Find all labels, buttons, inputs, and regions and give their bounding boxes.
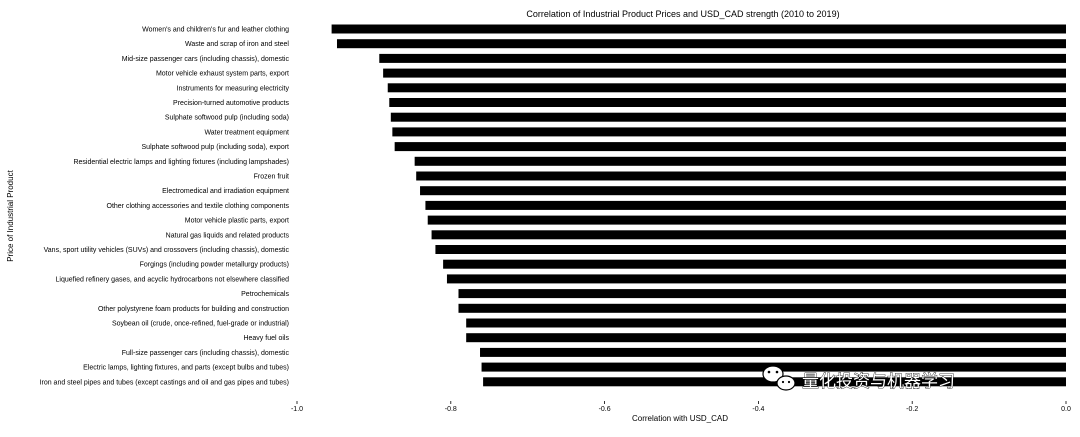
category-label: Soybean oil (crude, once-refined, fuel-g… [112, 321, 289, 328]
category-label: Electromedical and irradiation equipment [162, 188, 289, 195]
category-label: Women's and children's fur and leather c… [142, 27, 289, 34]
category-label: Frozen fruit [254, 174, 289, 181]
bar [331, 24, 1067, 34]
watermark: 量化投资与机器学习 [762, 365, 955, 392]
bar [480, 347, 1067, 357]
bar [414, 156, 1067, 166]
category-label: Heavy fuel oils [243, 335, 289, 342]
category-label: Waste and scrap of iron and steel [185, 41, 289, 48]
bar [390, 112, 1066, 122]
category-labels-group: Women's and children's fur and leather c… [40, 27, 290, 387]
bar [446, 274, 1067, 284]
category-label: Electric lamps, lighting fixtures, and p… [83, 365, 289, 372]
category-label: Sulphate softwood pulp (including soda) [165, 115, 289, 122]
category-label: Other polystyrene foam products for buil… [98, 306, 289, 313]
category-label: Full-size passenger cars (including chas… [122, 350, 290, 357]
category-label: Motor vehicle plastic parts, export [185, 218, 289, 225]
bar [394, 142, 1067, 152]
bar [387, 83, 1066, 93]
wechat-icon [762, 365, 796, 391]
bar [425, 200, 1067, 210]
watermark-text: 量化投资与机器学习 [802, 372, 955, 392]
bar [389, 98, 1066, 107]
bar [416, 171, 1066, 181]
category-label: Instruments for measuring electricity [177, 85, 290, 92]
category-label: Residential electric lamps and lighting … [73, 159, 289, 166]
bar [392, 127, 1067, 137]
bar [443, 259, 1066, 269]
x-tick-label: 0.0 [1061, 406, 1071, 413]
bar [435, 245, 1066, 254]
bar [379, 53, 1067, 63]
x-tick-label: -0.2 [906, 406, 918, 413]
category-label: Precision-turned automotive products [173, 100, 289, 107]
category-label: Natural gas liquids and related products [166, 232, 290, 239]
bar [383, 68, 1066, 78]
category-label: Petrochemicals [241, 291, 289, 298]
x-tick-label: -0.8 [445, 406, 457, 413]
category-label: Water treatment equipment [204, 129, 289, 136]
x-tick-label: -0.6 [599, 406, 611, 413]
x-tick-label: -0.4 [752, 406, 764, 413]
bar [458, 303, 1066, 313]
category-label: Mid-size passenger cars (including chass… [122, 56, 290, 63]
category-label: Forgings (including powder metallurgy pr… [140, 262, 289, 269]
bar [431, 230, 1066, 240]
category-label: Iron and steel pipes and tubes (except c… [40, 379, 289, 386]
category-label: Motor vehicle exhaust system parts, expo… [156, 71, 289, 78]
bar [427, 215, 1067, 225]
bar [420, 186, 1066, 196]
bars-group [331, 24, 1067, 387]
y-axis-label: Price of Industrial Product [6, 169, 15, 261]
category-label: Vans, sport utility vehicles (SUVs) and … [44, 247, 290, 254]
x-ticks-group: -1.0 -0.8 -0.6 -0.4 -0.2 0.0 [291, 401, 1071, 413]
x-axis-label: Correlation with USD_CAD [632, 414, 728, 423]
bar [466, 318, 1066, 328]
bar [336, 39, 1066, 49]
chart-title: Correlation of Industrial Product Prices… [526, 9, 839, 19]
x-tick-label: -1.0 [291, 406, 303, 413]
category-label: Sulphate softwood pulp (including soda),… [142, 144, 290, 151]
category-label: Liquefied refinery gases, and acyclic hy… [56, 276, 290, 283]
bar [458, 289, 1066, 299]
category-label: Other clothing accessories and textile c… [107, 203, 290, 210]
bar [466, 333, 1066, 343]
